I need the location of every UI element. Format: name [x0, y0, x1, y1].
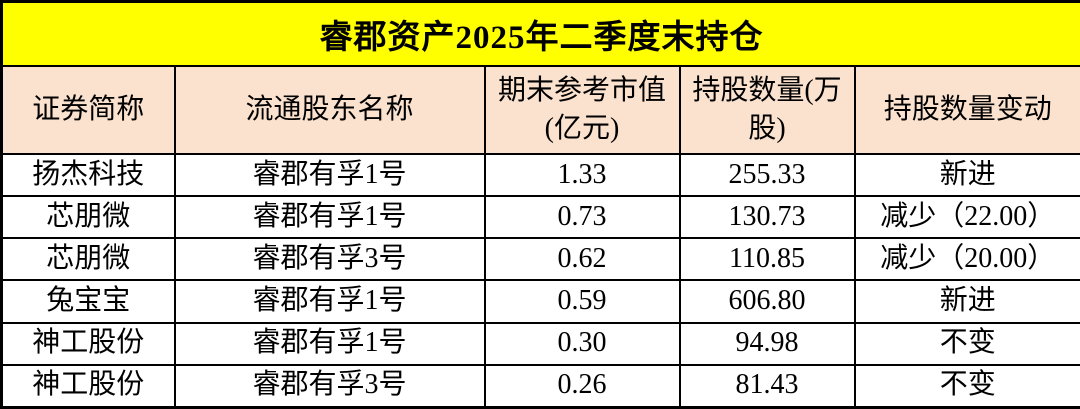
cell-shareholder-name: 睿郡有孚3号: [173, 237, 486, 282]
cell-shareholder-name: 睿郡有孚1号: [173, 321, 486, 366]
table-row: 芯朋微 睿郡有孚1号 0.73 130.73 减少（22.00）: [0, 195, 1080, 240]
cell-shareholder-name: 睿郡有孚1号: [173, 195, 486, 240]
column-header-shareholder-name: 流通股东名称: [173, 65, 486, 155]
cell-share-change: 不变: [853, 321, 1080, 366]
table-row: 兔宝宝 睿郡有孚1号 0.59 606.80 新进: [0, 279, 1080, 324]
cell-security-name: 扬杰科技: [0, 152, 176, 198]
cell-share-count: 255.33: [678, 152, 856, 198]
cell-share-count: 110.85: [678, 237, 856, 282]
table-row: 芯朋微 睿郡有孚3号 0.62 110.85 减少（20.00）: [0, 237, 1080, 282]
cell-shareholder-name: 睿郡有孚3号: [173, 363, 486, 409]
cell-share-change: 不变: [853, 363, 1080, 409]
cell-security-name: 芯朋微: [0, 195, 176, 240]
column-header-share-change: 持股数量变动: [853, 65, 1080, 155]
cell-market-value: 0.30: [483, 321, 681, 366]
table-row: 扬杰科技 睿郡有孚1号 1.33 255.33 新进: [0, 152, 1080, 198]
cell-security-name: 神工股份: [0, 321, 176, 366]
table-title-row: 睿郡资产2025年二季度末持仓: [0, 0, 1080, 67]
table-row: 神工股份 睿郡有孚1号 0.30 94.98 不变: [0, 321, 1080, 366]
table-body: 扬杰科技 睿郡有孚1号 1.33 255.33 新进 芯朋微 睿郡有孚1号 0.…: [0, 152, 1080, 409]
cell-security-name: 神工股份: [0, 363, 176, 409]
column-header-market-value: 期末参考市值(亿元): [483, 65, 681, 155]
cell-share-change: 新进: [853, 152, 1080, 198]
cell-share-count: 81.43: [678, 363, 856, 409]
cell-share-change: 新进: [853, 279, 1080, 324]
cell-share-count: 606.80: [678, 279, 856, 324]
table-title: 睿郡资产2025年二季度末持仓: [0, 0, 1080, 67]
cell-share-change: 减少（22.00）: [853, 195, 1080, 240]
cell-market-value: 1.33: [483, 152, 681, 198]
cell-share-count: 94.98: [678, 321, 856, 366]
column-header-share-count: 持股数量(万股): [678, 65, 856, 155]
cell-security-name: 芯朋微: [0, 237, 176, 282]
cell-market-value: 0.26: [483, 363, 681, 409]
cell-shareholder-name: 睿郡有孚1号: [173, 152, 486, 198]
cell-market-value: 0.59: [483, 279, 681, 324]
cell-shareholder-name: 睿郡有孚1号: [173, 279, 486, 324]
cell-market-value: 0.73: [483, 195, 681, 240]
cell-security-name: 兔宝宝: [0, 279, 176, 324]
column-header-security-name: 证券简称: [0, 65, 176, 155]
cell-share-change: 减少（20.00）: [853, 237, 1080, 282]
cell-market-value: 0.62: [483, 237, 681, 282]
table-row: 神工股份 睿郡有孚3号 0.26 81.43 不变: [0, 363, 1080, 409]
cell-share-count: 130.73: [678, 195, 856, 240]
table-header-row: 证券简称 流通股东名称 期末参考市值(亿元) 持股数量(万股) 持股数量变动: [0, 65, 1080, 155]
